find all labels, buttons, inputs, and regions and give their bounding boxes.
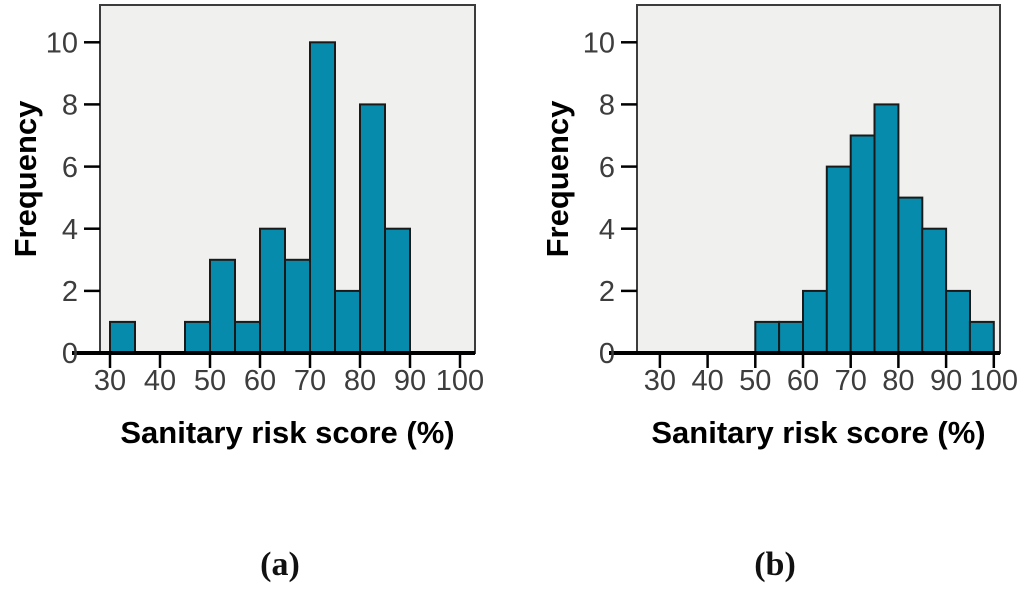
histogram-bar bbox=[754, 320, 781, 354]
histogram-bar bbox=[384, 227, 411, 354]
x-tick-label: 90 bbox=[394, 365, 426, 397]
y-tick-label: 2 bbox=[599, 276, 615, 308]
histogram-bar bbox=[802, 289, 828, 354]
histogram-bar bbox=[284, 258, 311, 354]
x-tick-label: 40 bbox=[691, 365, 723, 397]
x-tick-label: 30 bbox=[94, 365, 126, 397]
y-tick-label: 0 bbox=[62, 338, 78, 370]
histogram-bar bbox=[873, 103, 900, 355]
x-tick-label: 100 bbox=[436, 365, 484, 397]
histogram-bar bbox=[209, 258, 236, 354]
y-tick-label: 10 bbox=[46, 27, 78, 59]
histogram-a: 30 40 50 60 70 80 90 100 0 2 4 6 8 10 Frequency Sanitar… bbox=[8, 4, 484, 450]
x-tick-label: 90 bbox=[930, 365, 962, 397]
y-tick-label: 10 bbox=[583, 27, 615, 59]
histogram-bar bbox=[259, 227, 286, 354]
x-tick-label: 50 bbox=[739, 365, 771, 397]
histogram-bar bbox=[825, 165, 852, 354]
y-tick-label: 8 bbox=[62, 90, 78, 122]
histogram-bar bbox=[234, 320, 261, 354]
histogram-bar bbox=[359, 103, 386, 355]
histogram-bar bbox=[921, 227, 948, 354]
y-tick-label: 6 bbox=[599, 152, 615, 184]
x-axis-title: Sanitary risk score (%) bbox=[120, 415, 454, 450]
histogram-bar bbox=[309, 41, 336, 355]
y-tick-label: 6 bbox=[62, 152, 78, 184]
histogram-bar bbox=[968, 320, 995, 354]
histogram-bar bbox=[334, 289, 361, 354]
y-tick-label: 4 bbox=[62, 214, 78, 246]
x-tick-label: 80 bbox=[344, 365, 376, 397]
x-tick-label: 30 bbox=[644, 365, 676, 397]
histogram-bar bbox=[109, 320, 136, 354]
x-tick-label: 70 bbox=[835, 365, 867, 397]
y-tick-label: 2 bbox=[62, 276, 78, 308]
histogram-bar bbox=[778, 320, 805, 354]
subfigure-a: 30 40 50 60 70 80 90 100 0 2 4 6 8 10 Frequency Sanitar… bbox=[8, 4, 484, 583]
histogram-bar bbox=[849, 134, 876, 354]
x-tick-label: 60 bbox=[244, 365, 276, 397]
subfigure-b: 30 40 50 60 70 80 90 100 0 2 4 6 8 10 Frequency Sanitar… bbox=[512, 0, 1024, 592]
x-tick-label: 80 bbox=[882, 365, 914, 397]
x-tick-label: 40 bbox=[144, 365, 176, 397]
x-tick-label: 70 bbox=[294, 365, 326, 397]
subfigure-a-caption: (a) bbox=[260, 546, 300, 583]
x-tick-label: 100 bbox=[970, 365, 1018, 397]
subfigure-b-caption: (b) bbox=[754, 546, 796, 583]
y-tick-label: 8 bbox=[599, 90, 615, 122]
histogram-bar bbox=[184, 320, 211, 354]
x-tick-label: 60 bbox=[787, 365, 819, 397]
y-axis-title: Frequency bbox=[8, 100, 43, 258]
x-axis-title: Sanitary risk score (%) bbox=[651, 415, 985, 450]
histogram-bar bbox=[945, 289, 972, 354]
y-tick-label: 4 bbox=[599, 214, 615, 246]
histogram-bar bbox=[897, 196, 924, 354]
x-tick-label: 50 bbox=[194, 365, 226, 397]
y-axis-title: Frequency bbox=[540, 100, 575, 258]
y-tick-label: 0 bbox=[599, 338, 615, 370]
histogram-b: 30 40 50 60 70 80 90 100 0 2 4 6 8 10 Frequency Sanitar… bbox=[540, 4, 1018, 450]
